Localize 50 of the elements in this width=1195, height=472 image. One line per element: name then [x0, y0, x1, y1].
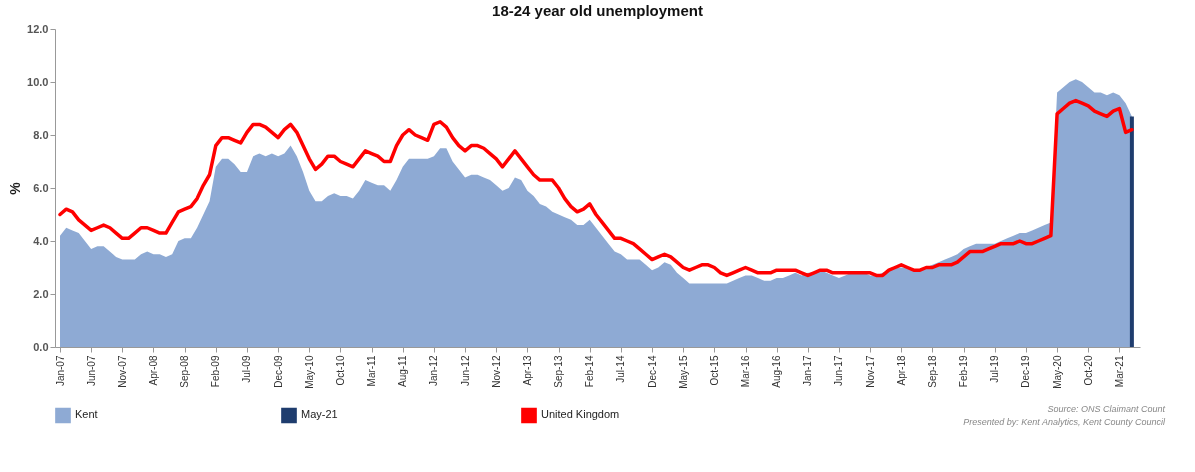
legend-label: United Kingdom: [541, 408, 620, 421]
x-tick-label: Sep-08: [179, 355, 191, 388]
x-tick-label: Jun-12: [459, 355, 471, 387]
x-tick-label: Jul-19: [989, 355, 1001, 383]
y-axis-title: %: [7, 181, 24, 195]
x-tick-label: Oct-15: [708, 355, 720, 386]
y-tick-label: 0.0: [33, 340, 49, 353]
x-tick-label: Feb-14: [584, 355, 596, 388]
legend-label: May-21: [301, 408, 338, 421]
text: Presented by: Kent Analytics, Kent County Council: [963, 417, 1166, 427]
x-tick-label: Oct-20: [1082, 355, 1094, 386]
x-tick-label: Sep-18: [926, 355, 938, 388]
x-tick-label: Jun-17: [833, 355, 845, 387]
x-tick-label: Feb-19: [958, 355, 970, 388]
legend-label: Kent: [75, 408, 98, 421]
x-tick-label: Apr-18: [895, 355, 907, 386]
x-tick-label: Jan-17: [802, 355, 814, 387]
y-tick-label: 4.0: [33, 234, 49, 247]
x-tick-label: Apr-08: [147, 355, 159, 386]
x-tick-label: Jan-12: [428, 355, 440, 387]
x-tick-label: May-10: [303, 355, 315, 389]
x-tick-label: May-15: [677, 355, 689, 389]
x-tick-label: Nov-07: [116, 355, 128, 388]
x-tick-label: Nov-12: [490, 355, 502, 388]
x-tick-label: Dec-19: [1020, 355, 1032, 388]
y-tick-label: 6.0: [33, 181, 49, 194]
x-tick-label: Aug-16: [771, 355, 783, 388]
x-tick-label: Dec-14: [646, 355, 658, 388]
x-tick-label: Feb-09: [210, 355, 222, 388]
y-tick-label: 2.0: [33, 287, 49, 300]
x-tick-label: Jun-07: [85, 355, 97, 387]
x-tick-label: Oct-10: [334, 355, 346, 386]
x-tick-label: Dec-09: [272, 355, 284, 388]
y-tick-label: 8.0: [33, 128, 49, 141]
x-tick-label: Jul-09: [241, 355, 253, 383]
x-tick-label: Sep-13: [553, 355, 565, 388]
line-series: [58, 98, 1134, 278]
x-tick-label: Aug-11: [397, 355, 409, 388]
x-tick-label: Apr-13: [521, 355, 533, 386]
x-tick-label: Mar-11: [366, 355, 378, 387]
x-tick-label: Jan-07: [54, 355, 66, 387]
chart-title: 18-24 year old unemployment: [492, 2, 703, 19]
y-tick-label: 10.0: [27, 75, 49, 88]
x-tick-label: May-20: [1051, 355, 1063, 389]
y-tick-label: 12.0: [27, 22, 49, 35]
x-tick-label: Jul-14: [615, 355, 627, 383]
source-note: Source: ONS Claimant Count: [1047, 404, 1166, 414]
x-tick-label: Mar-21: [1113, 355, 1125, 388]
x-tick-label: Mar-16: [740, 355, 752, 388]
x-tick-label: Nov-17: [864, 355, 876, 388]
